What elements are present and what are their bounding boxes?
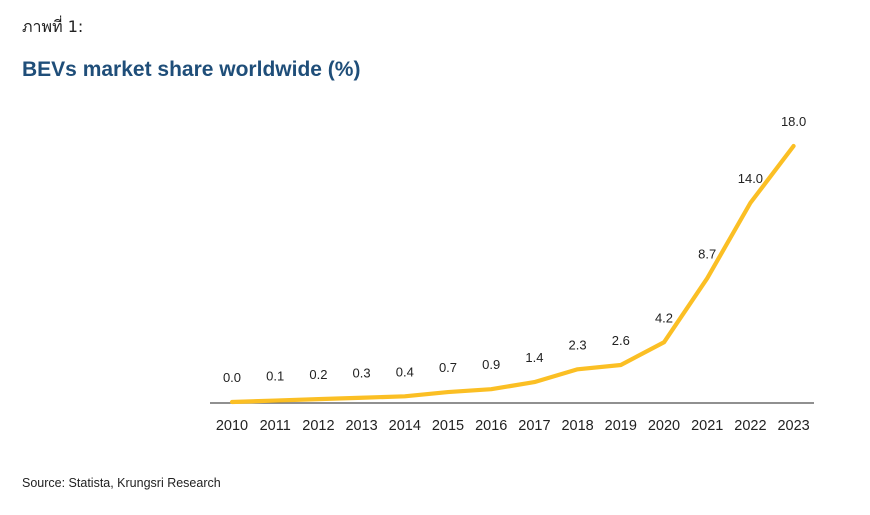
chart-title: BEVs market share worldwide (%) [22,58,361,81]
data-label-2012: 0.2 [309,367,327,382]
x-tick-2010: 2010 [216,418,248,434]
data-label-2010: 0.0 [223,370,241,385]
x-tick-2018: 2018 [561,418,593,434]
data-label-2013: 0.3 [353,366,371,381]
data-label-2018: 2.3 [569,337,587,352]
x-tick-2022: 2022 [734,418,766,434]
data-label-2023: 18.0 [781,114,806,129]
x-tick-2014: 2014 [389,418,421,434]
x-tick-labels: 2010 2011 2012 2013 2014 2015 2016 2017 2018 2019… [216,418,810,434]
x-tick-2021: 2021 [691,418,723,434]
x-tick-2013: 2013 [345,418,377,434]
figure-label: ภาพที่ 1: [22,17,84,36]
x-tick-2017: 2017 [518,418,550,434]
plot-area: 0.0 0.1 0.2 0.3 0.4 0.7 0.9 1.4 2.3 2.6 4.2 8.7 14.0… [210,114,814,434]
x-tick-2015: 2015 [432,418,464,434]
data-label-2016: 0.9 [482,357,500,372]
x-tick-2019: 2019 [605,418,637,434]
data-label-2019: 2.6 [612,333,630,348]
data-labels: 0.0 0.1 0.2 0.3 0.4 0.7 0.9 1.4 2.3 2.6 4.2 8.7 14.0… [223,114,806,385]
data-label-2022: 14.0 [738,171,763,186]
data-label-2014: 0.4 [396,364,414,379]
x-tick-2012: 2012 [302,418,334,434]
x-tick-2011: 2011 [260,418,291,434]
x-tick-2016: 2016 [475,418,507,434]
x-tick-2023: 2023 [777,418,809,434]
data-label-2017: 1.4 [525,350,543,365]
x-tick-2020: 2020 [648,418,680,434]
series-line [229,143,796,405]
data-label-2021: 8.7 [698,246,716,261]
data-label-2020: 4.2 [655,310,673,325]
data-label-2011: 0.1 [266,369,284,384]
source-note: Source: Statista, Krungsri Research [22,476,221,490]
data-label-2015: 0.7 [439,360,457,375]
